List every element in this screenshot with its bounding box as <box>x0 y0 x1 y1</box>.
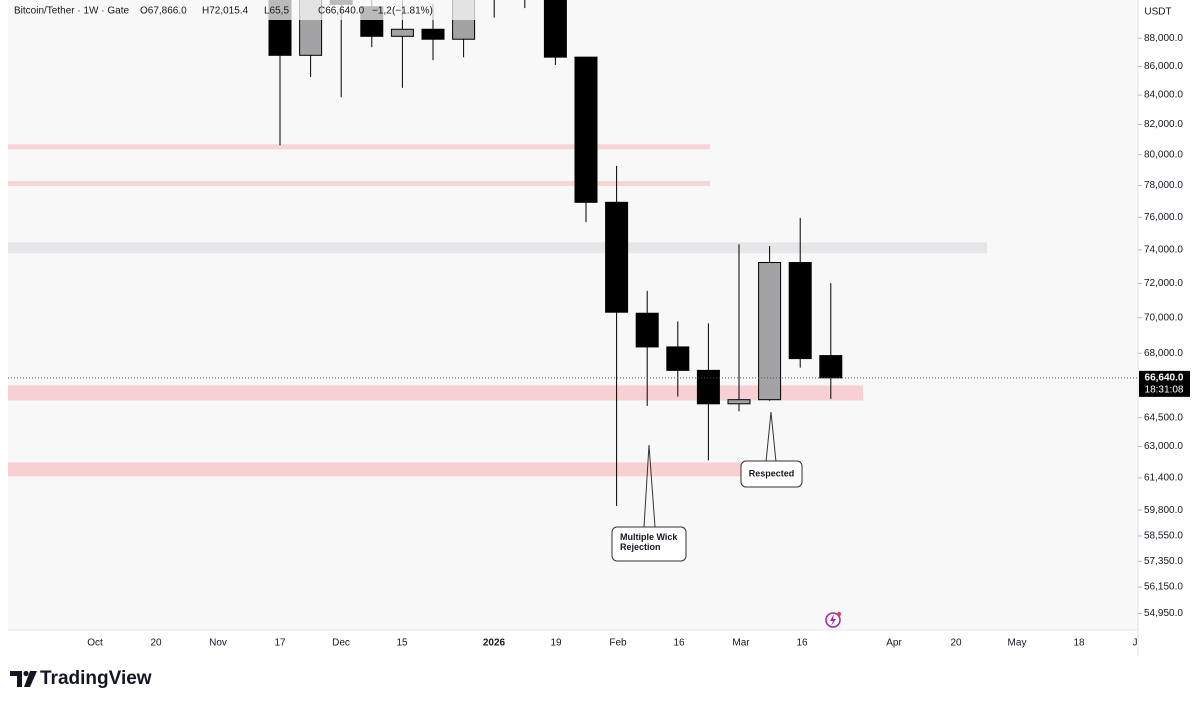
candle-body <box>696 369 720 405</box>
x-tick-label: J <box>1133 638 1138 649</box>
zone <box>8 144 710 150</box>
candle-body <box>390 28 414 37</box>
brand-name: TradingView <box>40 668 152 689</box>
brand-logo <box>10 670 37 687</box>
y-tick-label: 86,000.0 <box>1144 61 1183 72</box>
x-tick-label: 15 <box>396 638 408 649</box>
annotation-box <box>740 460 803 488</box>
x-tick-label: 20 <box>950 638 962 649</box>
x-tick-label: 2026 <box>483 638 506 649</box>
y-tick-label: 80,000.0 <box>1144 149 1183 160</box>
currency: USDT <box>1144 7 1171 18</box>
annotation-box <box>611 526 687 562</box>
candle-body <box>421 28 445 40</box>
chart-title: Bitcoin/Tether · 1W · Gate <box>14 6 129 17</box>
time-axis <box>8 630 1138 656</box>
ohlc-value: L65,5 <box>264 6 289 17</box>
last-price-label: 66,640.0 <box>1145 373 1184 384</box>
y-tick-label: 68,000.0 <box>1144 348 1183 359</box>
y-tick-label: 61,400.0 <box>1144 473 1183 484</box>
x-tick-label: 20 <box>150 638 162 649</box>
y-tick-label: 63,000.0 <box>1144 441 1183 452</box>
ohlc-value: −1,2 <box>372 6 392 17</box>
y-tick-label: 88,000.0 <box>1144 33 1183 44</box>
ohlc-value: H72,015.4 <box>202 6 249 17</box>
x-tick-label: 17 <box>274 638 286 649</box>
zone <box>8 242 987 254</box>
x-tick-label: 19 <box>550 638 562 649</box>
annotation: Respected <box>740 411 803 488</box>
countdown: 18:31:08 <box>1145 385 1184 396</box>
zone <box>8 385 863 401</box>
y-tick-label: 82,000.0 <box>1144 119 1183 130</box>
y-tick-label: 70,000.0 <box>1144 312 1183 323</box>
candle-body <box>574 56 598 203</box>
annotation-text: Respected <box>749 468 795 478</box>
x-tick-label: Dec <box>332 638 350 649</box>
y-tick-label: 59,800.0 <box>1144 505 1183 516</box>
x-tick-label: 16 <box>796 638 808 649</box>
y-tick-label: 76,000.0 <box>1144 212 1183 223</box>
ohlc-readout: O67,866.0 H72,015.4 L65,5 C66,640.0 −1,2 (−1.… <box>140 6 433 17</box>
annotation: Multiple Wick Rejection <box>611 444 687 562</box>
y-tick-label: 78,000.0 <box>1144 180 1183 191</box>
zones <box>8 144 987 477</box>
candle-body <box>605 201 629 313</box>
legend-bg <box>8 0 478 20</box>
price-axis <box>1138 0 1200 630</box>
x-tick-label: Apr <box>886 638 902 649</box>
x-tick-label: Mar <box>732 638 750 649</box>
x-tick-label: Nov <box>209 638 227 649</box>
ohlc-value: (−1.81%) <box>392 6 433 17</box>
candle-body <box>635 312 659 348</box>
y-tick-label: 57,350.0 <box>1144 556 1183 567</box>
ohlc-value: O67,866.0 <box>140 6 187 17</box>
y-tick-label: 72,000.0 <box>1144 278 1183 289</box>
annotation-text: Multiple Wick Rejection <box>620 532 678 552</box>
y-tick-label: 84,000.0 <box>1144 90 1183 101</box>
y-tick-label: 54,950.0 <box>1144 608 1183 619</box>
plot-area <box>8 0 1138 630</box>
zone <box>8 181 710 186</box>
y-tick-label: 56,150.0 <box>1144 582 1183 593</box>
candle-body <box>819 355 843 379</box>
y-tick-label: 74,000.0 <box>1144 245 1183 256</box>
x-tick-label: 16 <box>673 638 685 649</box>
x-tick-label: Oct <box>87 638 103 649</box>
last-price-box <box>1139 370 1190 397</box>
x-tick-label: May <box>1008 638 1027 649</box>
candle-body <box>666 346 690 371</box>
candle-body <box>758 262 782 401</box>
ohlc-value: C66,640.0 <box>318 6 365 17</box>
y-tick-label: 64,500.0 <box>1144 412 1183 423</box>
alert-icon <box>825 612 841 628</box>
x-tick-label: Feb <box>609 638 627 649</box>
candle-body <box>727 399 751 405</box>
candle-body <box>543 0 567 58</box>
candle-body <box>788 262 812 360</box>
x-tick-label: 18 <box>1073 638 1085 649</box>
y-tick-label: 58,550.0 <box>1144 531 1183 542</box>
zone <box>8 462 755 477</box>
